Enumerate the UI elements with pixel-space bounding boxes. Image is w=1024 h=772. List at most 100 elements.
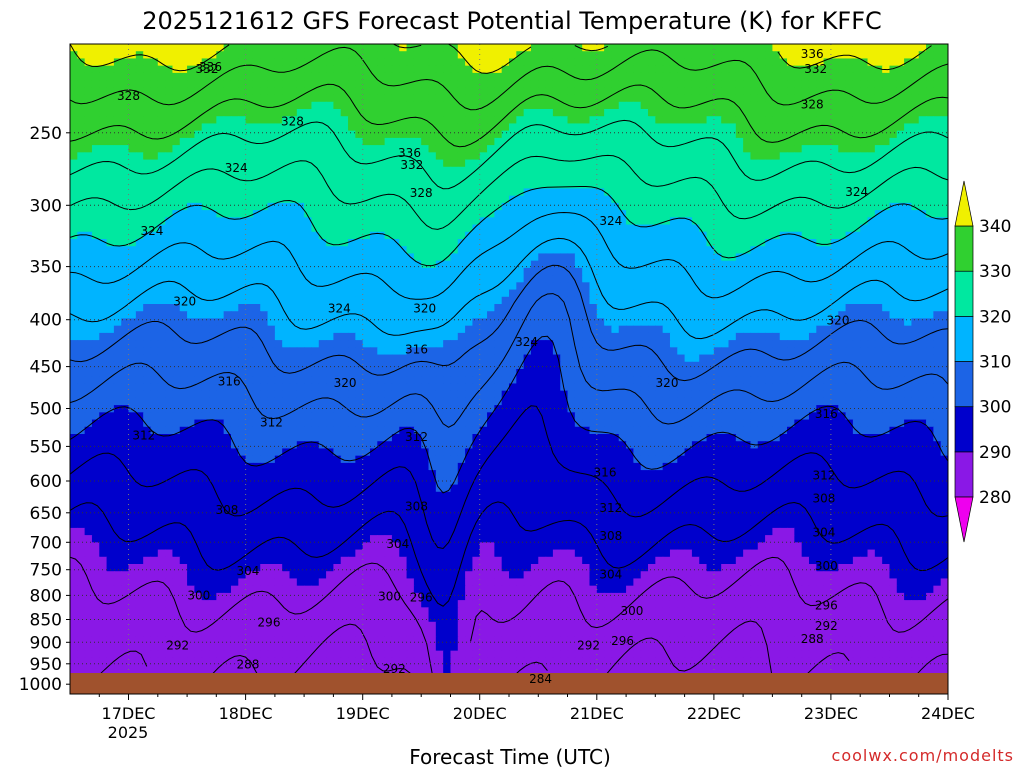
band-cell (618, 332, 627, 341)
band-cell (369, 304, 378, 312)
band-cell (428, 202, 437, 211)
band-cell (274, 224, 283, 233)
band-cell (662, 246, 671, 255)
band-cell (369, 318, 378, 327)
band-cell (304, 130, 313, 139)
band-cell (450, 123, 459, 132)
band-cell (772, 181, 781, 190)
band-cell (596, 325, 605, 334)
band-cell (838, 260, 847, 269)
band-cell (406, 137, 415, 146)
band-cell (626, 202, 634, 211)
band-cell (91, 123, 100, 132)
band-cell (787, 311, 795, 320)
band-cell (560, 340, 569, 348)
band-cell (121, 44, 130, 52)
band-cell (706, 260, 715, 269)
band-cell (113, 181, 122, 190)
band-cell (640, 87, 649, 96)
band-cell (99, 318, 108, 327)
band-cell (340, 289, 349, 298)
band-cell (538, 311, 547, 320)
band-cell (852, 289, 861, 298)
band-cell (223, 137, 232, 146)
band-cell (465, 123, 474, 132)
band-cell (684, 296, 693, 305)
band-cell (845, 289, 854, 298)
band-cell (304, 195, 313, 204)
band-cell (691, 282, 700, 291)
band-cell (399, 87, 408, 96)
band-cell (355, 101, 364, 110)
band-cell (589, 231, 598, 240)
band-cell (70, 181, 78, 190)
band-cell (399, 202, 408, 211)
band-cell (201, 253, 210, 262)
band-cell (91, 340, 100, 348)
band-cell (662, 210, 671, 218)
band-cell (457, 231, 466, 240)
band-cell (567, 166, 576, 175)
band-cell (194, 332, 203, 341)
band-cell (662, 116, 671, 125)
band-cell (501, 253, 510, 262)
band-cell (157, 44, 166, 52)
band-cell (743, 72, 752, 81)
band-cell (91, 65, 100, 74)
band-cell (377, 311, 386, 320)
band-cell (135, 174, 144, 182)
band-cell (582, 340, 591, 348)
band-cell (355, 116, 364, 125)
band-cell (84, 202, 93, 211)
band-cell (318, 137, 327, 146)
band-cell (135, 166, 144, 175)
band-cell (721, 325, 730, 334)
band-cell (369, 152, 378, 161)
band-cell (801, 231, 810, 240)
band-cell (516, 304, 525, 312)
band-cell (421, 231, 430, 240)
band-cell (933, 72, 942, 81)
band-cell (201, 87, 210, 96)
band-cell (867, 159, 876, 168)
band-cell (794, 137, 803, 146)
band-cell (99, 311, 108, 320)
band-cell (889, 289, 898, 298)
band-cell (874, 166, 883, 175)
band-cell (209, 267, 217, 276)
band-cell (165, 318, 174, 327)
band-cell (84, 282, 93, 291)
band-cell (194, 152, 203, 161)
band-cell (918, 116, 927, 125)
band-cell (889, 166, 898, 175)
band-cell (318, 246, 327, 255)
band-cell (530, 304, 539, 312)
band-cell (479, 101, 488, 110)
band-cell (267, 44, 276, 52)
band-cell (187, 58, 195, 67)
band-cell (157, 217, 166, 226)
band-cell (669, 231, 678, 240)
band-cell (201, 311, 210, 320)
band-cell (545, 195, 554, 204)
band-cell (260, 260, 269, 269)
band-cell (311, 130, 320, 139)
band-cell (582, 267, 591, 276)
band-cell (391, 145, 400, 153)
band-cell (874, 188, 883, 197)
band-cell (252, 239, 261, 247)
band-cell (699, 318, 708, 327)
band-cell (274, 195, 283, 204)
band-cell (523, 58, 532, 67)
band-cell (589, 275, 598, 283)
band-cell (201, 101, 210, 110)
band-cell (165, 101, 174, 110)
band-cell (333, 253, 342, 262)
band-cell (926, 332, 934, 341)
band-cell (706, 116, 715, 125)
band-cell (450, 195, 459, 204)
band-cell (216, 188, 225, 197)
band-cell (267, 325, 276, 334)
band-cell (465, 289, 474, 298)
band-cell (369, 311, 378, 320)
